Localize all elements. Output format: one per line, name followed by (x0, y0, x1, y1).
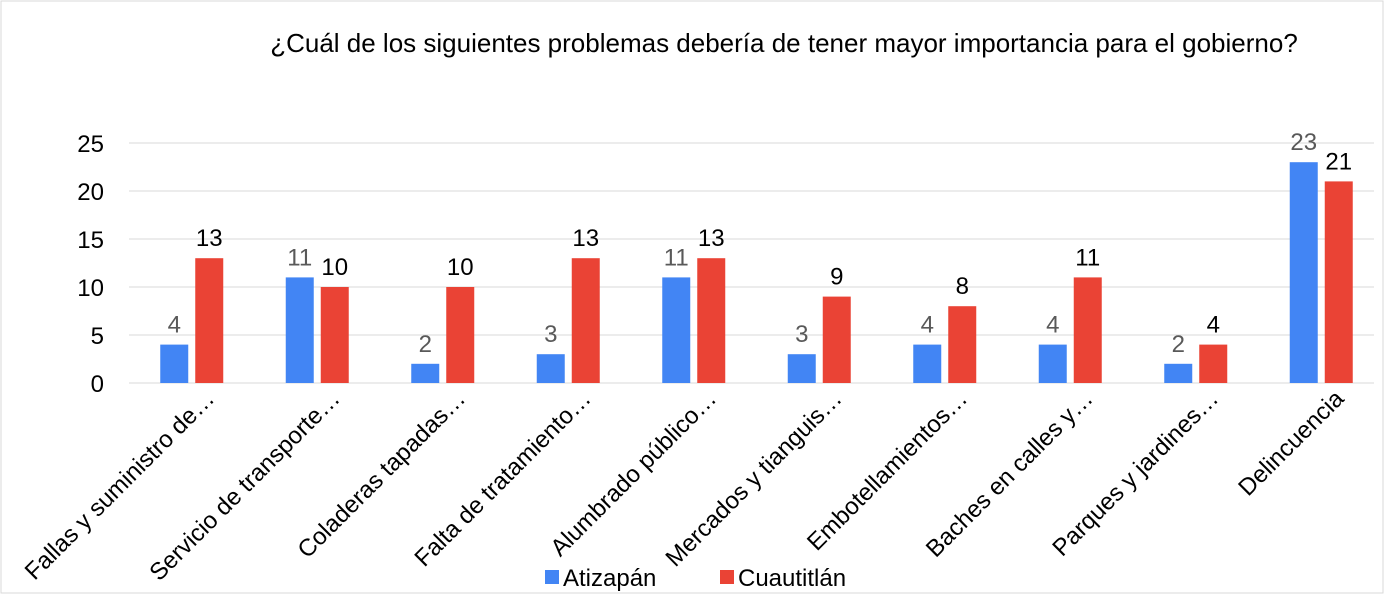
legend-label: Cuautitlán (738, 565, 846, 592)
data-label: 23 (1290, 129, 1317, 156)
data-label: 2 (419, 331, 432, 358)
data-label: 4 (168, 312, 181, 339)
data-label: 9 (830, 264, 843, 291)
data-label: 11 (664, 244, 689, 271)
legend-label: Atizapán (563, 565, 656, 592)
bar (787, 354, 816, 383)
bar (285, 277, 314, 383)
bar (195, 258, 224, 383)
data-label: 10 (447, 254, 474, 281)
bar (913, 344, 942, 383)
y-tick-label: 0 (91, 371, 104, 398)
bar (662, 277, 691, 383)
bar (536, 354, 565, 383)
data-label: 3 (795, 321, 808, 348)
bar (320, 287, 349, 383)
legend-swatch (720, 570, 734, 584)
data-label: 8 (956, 273, 969, 300)
y-tick-label: 25 (77, 131, 104, 158)
bar (697, 258, 726, 383)
y-tick-label: 5 (91, 323, 104, 350)
data-label: 4 (1207, 312, 1220, 339)
legend-swatch (545, 570, 559, 584)
data-label: 4 (1046, 312, 1059, 339)
data-label: 13 (572, 225, 599, 252)
bar (1199, 344, 1228, 383)
bar (1038, 344, 1067, 383)
bar (1289, 162, 1318, 383)
bar (948, 306, 977, 383)
data-label: 4 (921, 312, 934, 339)
y-tick-label: 15 (77, 227, 104, 254)
y-tick-label: 20 (77, 179, 104, 206)
bar (1324, 181, 1353, 383)
data-label: 11 (1075, 244, 1100, 271)
data-label: 10 (321, 254, 348, 281)
data-label: 13 (698, 225, 725, 252)
data-label: 13 (196, 225, 223, 252)
bar (411, 363, 440, 383)
data-label: 11 (287, 244, 312, 271)
chart-title: ¿Cuál de los siguientes problemas deberí… (270, 28, 1298, 58)
bar (1164, 363, 1193, 383)
bar (160, 344, 189, 383)
bar (446, 287, 475, 383)
bar (571, 258, 600, 383)
bar (1073, 277, 1102, 383)
data-label: 2 (1172, 331, 1185, 358)
data-label: 3 (544, 321, 557, 348)
bar (822, 296, 851, 383)
data-label: 21 (1325, 148, 1352, 175)
y-tick-label: 10 (77, 275, 104, 302)
title-box: ¿Cuál de los siguientes problemas deberí… (270, 28, 1298, 58)
